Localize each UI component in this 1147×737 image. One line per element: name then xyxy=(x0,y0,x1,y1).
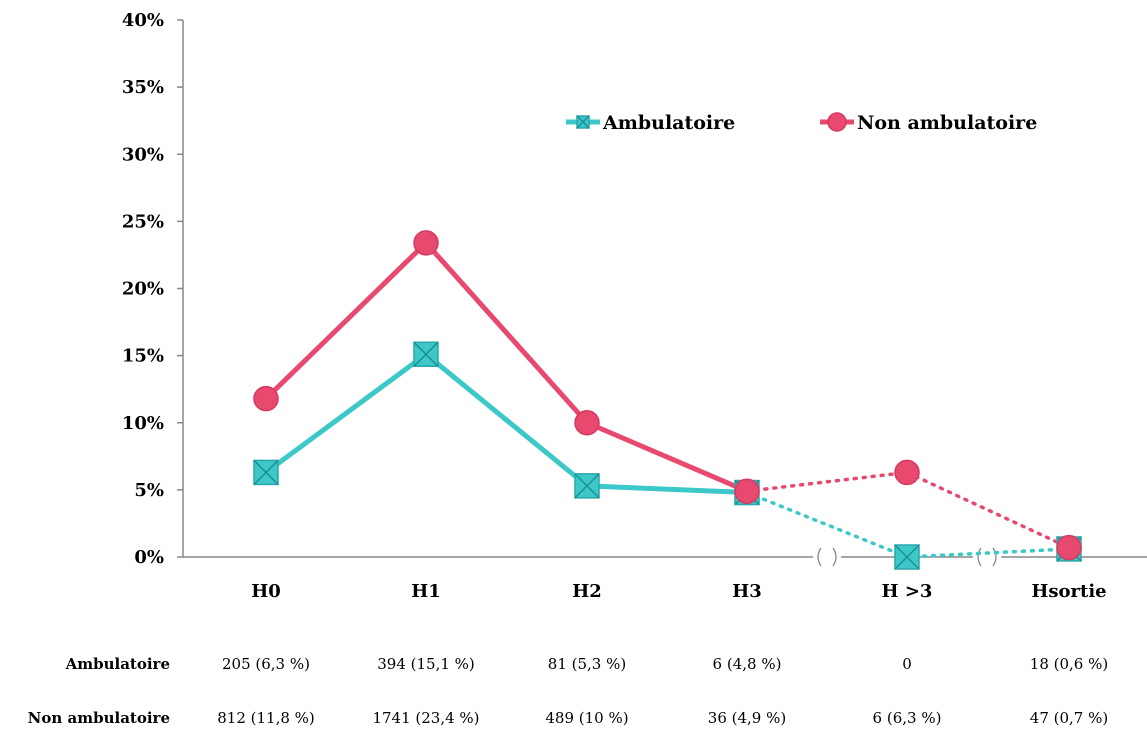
table-cell: 6 (4,8 %) xyxy=(713,655,782,673)
data-point-non-ambulatoire xyxy=(574,410,600,436)
legend-label: Ambulatoire xyxy=(602,112,735,134)
x-tick-label: H3 xyxy=(732,581,762,602)
x-tick-label: Hsortie xyxy=(1031,581,1106,602)
table-cell: 812 (11,8 %) xyxy=(217,709,315,727)
series-markers xyxy=(253,230,1082,570)
table-cell: 205 (6,3 %) xyxy=(222,655,310,673)
series-line-1 xyxy=(264,240,748,494)
y-tick-label: 10% xyxy=(122,413,164,434)
data-point-non-ambulatoire xyxy=(894,459,920,486)
table-cell: 1741 (23,4 %) xyxy=(372,709,479,727)
legend: Ambulatoire Non ambulatoire xyxy=(566,112,1037,134)
series-lines xyxy=(264,240,1071,559)
table-row-header: Non ambulatoire xyxy=(28,709,170,727)
table-row-header: Ambulatoire xyxy=(65,655,170,673)
table-cell: 0 xyxy=(902,655,912,673)
table-cell: 6 (6,3 %) xyxy=(873,709,942,727)
legend-item-0: Ambulatoire xyxy=(566,112,735,134)
y-tick-label: 0% xyxy=(134,547,164,568)
data-point-non-ambulatoire xyxy=(413,230,439,256)
y-tick-label: 20% xyxy=(122,279,164,300)
data-point-ambulatoire xyxy=(574,473,600,499)
series-line-0 xyxy=(264,351,748,496)
x-tick-label: H >3 xyxy=(882,581,933,602)
data-table: Ambulatoire 205 (6,3 %) 394 (15,1 %) 81 (5,… xyxy=(28,655,1109,727)
x-tick-label: H0 xyxy=(251,581,281,602)
legend-label: Non ambulatoire xyxy=(857,112,1037,134)
data-point-non-ambulatoire xyxy=(734,478,760,504)
table-cell: 47 (0,7 %) xyxy=(1030,709,1108,727)
y-tick-label: 40% xyxy=(122,10,164,31)
data-point-ambulatoire xyxy=(894,544,920,570)
data-point-non-ambulatoire xyxy=(253,385,279,412)
y-axis-ticks: 0% 5% 10% 15% 20% 25% 30% 35% 40% xyxy=(122,10,183,568)
data-point-ambulatoire xyxy=(253,459,279,486)
legend-item-1: Non ambulatoire xyxy=(820,112,1037,134)
x-axis-ticks: H0 H1 H2 H3 H >3 Hsortie xyxy=(251,581,1106,602)
legend-marker-square xyxy=(576,115,590,129)
x-tick-label: H2 xyxy=(572,581,602,602)
x-tick-label: H1 xyxy=(411,581,441,602)
data-point-non-ambulatoire xyxy=(1056,534,1082,561)
y-tick-label: 35% xyxy=(122,77,164,98)
y-tick-label: 25% xyxy=(122,211,164,232)
axes xyxy=(182,20,1147,567)
y-tick-label: 30% xyxy=(122,144,164,165)
axis-break-left xyxy=(813,547,841,567)
table-cell: 18 (0,6 %) xyxy=(1030,655,1108,673)
table-cell: 489 (10 %) xyxy=(545,709,628,727)
y-tick-label: 5% xyxy=(134,480,164,501)
legend-marker-circle xyxy=(827,112,847,132)
data-point-ambulatoire xyxy=(413,341,439,368)
y-tick-label: 15% xyxy=(122,346,164,367)
table-cell: 394 (15,1 %) xyxy=(377,655,475,673)
axis-break-right xyxy=(973,547,1001,567)
table-cell: 36 (4,9 %) xyxy=(708,709,786,727)
table-cell: 81 (5,3 %) xyxy=(548,655,626,673)
